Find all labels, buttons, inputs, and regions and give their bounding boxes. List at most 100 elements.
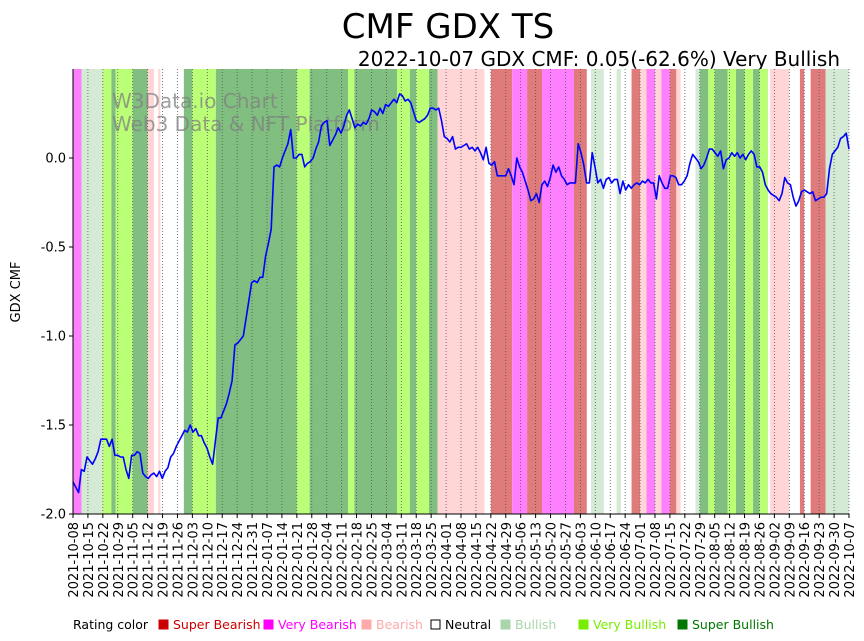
y-tick-label: -1.5 [41,419,66,434]
legend-title: Rating color [73,617,149,632]
rating-legend: Rating color Super Bearish Very Bearish Bea… [73,617,774,632]
rating-band [542,69,574,514]
x-tick-label: 2022-08-26 [753,522,768,598]
rating-band [158,69,161,514]
legend-label: Bullish [515,617,556,632]
rating-band [676,69,681,514]
chart-subtitle: 2022-10-07 GDX CMF: 0.05(-62.6%) Very Bu… [358,47,840,71]
x-tick-label: 2022-09-30 [828,522,843,598]
rating-band [714,69,728,514]
legend-swatch [500,619,511,630]
y-tick-label: 0.0 [45,152,66,167]
x-tick-label: 2021-11-19 [157,522,172,598]
rating-band [616,69,621,514]
x-tick-label: 2021-10-15 [82,522,97,598]
x-tick-label: 2021-10-29 [112,522,127,598]
chart-title: CMF GDX TS [342,7,554,47]
x-tick-label: 2022-07-08 [649,522,664,598]
legend-swatch [430,619,441,630]
x-tick-label: 2022-04-15 [470,522,485,598]
x-tick-label: 2022-06-10 [589,522,604,598]
rating-band [799,69,805,514]
x-tick-label: 2022-08-05 [709,522,724,598]
rating-band [655,69,662,514]
x-tick-label: 2022-07-15 [664,522,679,598]
rating-band [416,69,430,514]
x-tick-label: 2022-03-04 [380,522,395,598]
legend-swatch [263,619,274,630]
x-tick-label: 2022-04-01 [440,522,455,598]
x-tick-label: 2022-06-24 [619,522,634,598]
x-tick-label: 2022-04-08 [455,522,470,598]
x-tick-label: 2022-08-19 [739,522,754,598]
x-tick-label: 2022-02-18 [351,522,366,598]
rating-band [115,69,133,514]
rating-band [695,69,700,514]
x-tick-label: 2022-01-07 [261,522,276,598]
rating-band [727,69,737,514]
x-tick-label: 2022-09-02 [768,522,783,598]
x-tick-label: 2022-06-17 [604,522,619,598]
rating-band [512,69,528,514]
legend-label: Very Bearish [278,617,357,632]
x-tick-label: 2021-12-31 [246,522,261,598]
x-tick-label: 2021-11-05 [127,522,142,598]
x-tick-label: 2021-10-22 [97,522,112,598]
y-tick-label: -0.5 [41,241,66,256]
x-tick-label: 2022-02-04 [321,522,336,598]
x-tick-label: 2022-07-22 [679,522,694,598]
rating-band [111,69,116,514]
x-tick-label: 2022-09-16 [798,522,813,598]
rating-band [699,69,709,514]
rating-band [631,69,641,514]
x-tick-label: 2021-11-26 [171,522,186,598]
rating-band [429,69,438,514]
rating-band [348,69,355,514]
watermark-line-2: Web3 Data & NFT Platform [112,112,380,136]
x-tick-label: 2021-10-08 [67,522,82,598]
rating-band [591,69,604,514]
x-tick-label: 2021-12-24 [231,522,246,598]
y-tick-label: -1.0 [41,330,66,345]
x-ticks: 2021-10-08 2021-10-15 2021-10-22 2021-10-29… [67,514,858,598]
x-tick-label: 2022-02-25 [365,522,380,598]
y-axis-label: GDX CMF [9,262,24,323]
legend-swatch [677,619,688,630]
x-tick-label: 2022-05-20 [545,522,560,598]
x-tick-label: 2022-01-28 [306,522,321,598]
rating-band [825,69,849,514]
x-tick-label: 2021-12-17 [216,522,231,598]
x-tick-label: 2022-05-27 [559,522,574,598]
series-line [72,93,850,494]
legend-label: Super Bullish [692,617,774,632]
rating-band [770,69,790,514]
rating-band [810,69,826,514]
x-tick-label: 2021-11-12 [142,522,157,598]
x-tick-label: 2022-07-01 [634,522,649,598]
rating-band [753,69,760,514]
rating-band [744,69,754,514]
rating-band [192,69,216,514]
x-tick-label: 2022-08-12 [724,522,739,598]
rating-band [296,69,310,514]
legend-swatch [158,619,169,630]
legend-label: Super Bearish [173,617,261,632]
rating-band [397,69,410,514]
x-tick-label: 2022-05-13 [530,522,545,598]
x-tick-label: 2022-06-03 [574,522,589,598]
x-tick-label: 2022-02-11 [336,522,351,598]
legend-swatch [361,619,372,630]
legend-swatch [578,619,589,630]
y-ticks: -2.0 -1.5 -1.0 -0.5 0.0 [41,152,73,523]
rating-band [409,69,417,514]
rating-band [527,69,543,514]
x-tick-label: 2021-12-10 [201,522,216,598]
legend-label: Very Bullish [593,617,666,632]
rating-band [736,69,745,514]
watermark-line-1: W3Data.io Chart [112,89,278,113]
rating-band [183,69,193,514]
x-tick-label: 2022-10-07 [843,522,858,598]
x-tick-label: 2022-09-23 [813,522,828,598]
x-tick-label: 2022-05-06 [515,522,530,598]
x-tick-label: 2022-03-11 [395,522,410,598]
